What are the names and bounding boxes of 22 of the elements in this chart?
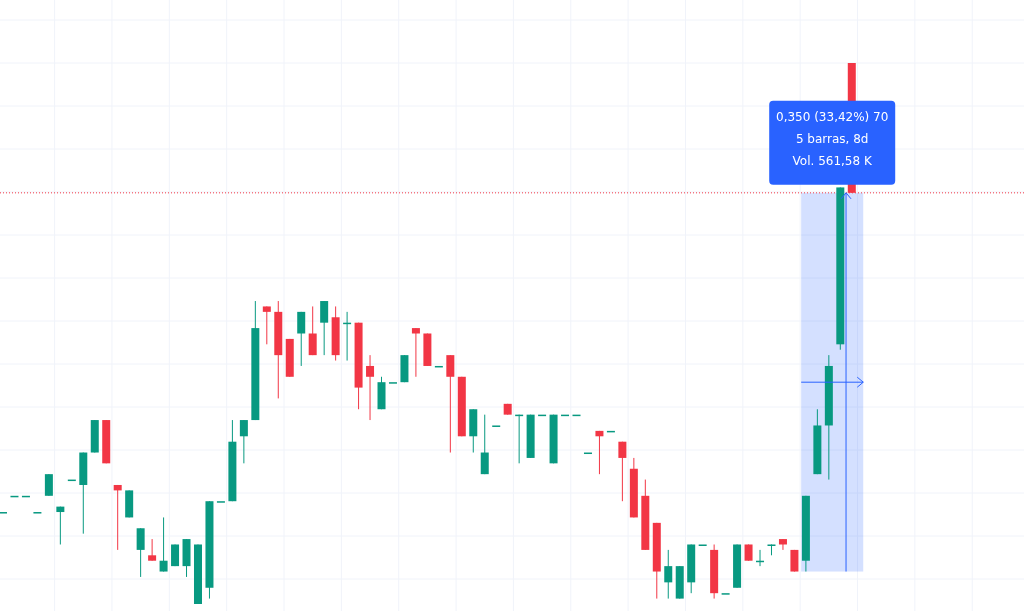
candlestick (308, 305, 317, 356)
candlestick (778, 538, 787, 551)
candlestick (366, 354, 375, 421)
candlestick (113, 484, 122, 551)
candlestick (44, 473, 53, 497)
annotation: 0,350 (33,42%) 70 (776, 109, 889, 124)
annotation: 5 barras, 8d (795, 131, 869, 146)
candlestick (595, 430, 604, 475)
candlestick (159, 516, 168, 573)
candlestick (664, 549, 673, 600)
candlestick (262, 305, 271, 345)
candlestick (411, 327, 420, 378)
candlestick (446, 354, 455, 454)
candlestick (239, 419, 248, 464)
candlestick (297, 311, 306, 367)
candlestick (148, 538, 157, 562)
candlestick (480, 414, 489, 475)
candlestick (618, 441, 627, 502)
candlestick (56, 506, 65, 545)
candlestick (320, 300, 329, 356)
annotation: Vol. 561,58 K (792, 153, 873, 168)
candlestick (136, 527, 145, 578)
